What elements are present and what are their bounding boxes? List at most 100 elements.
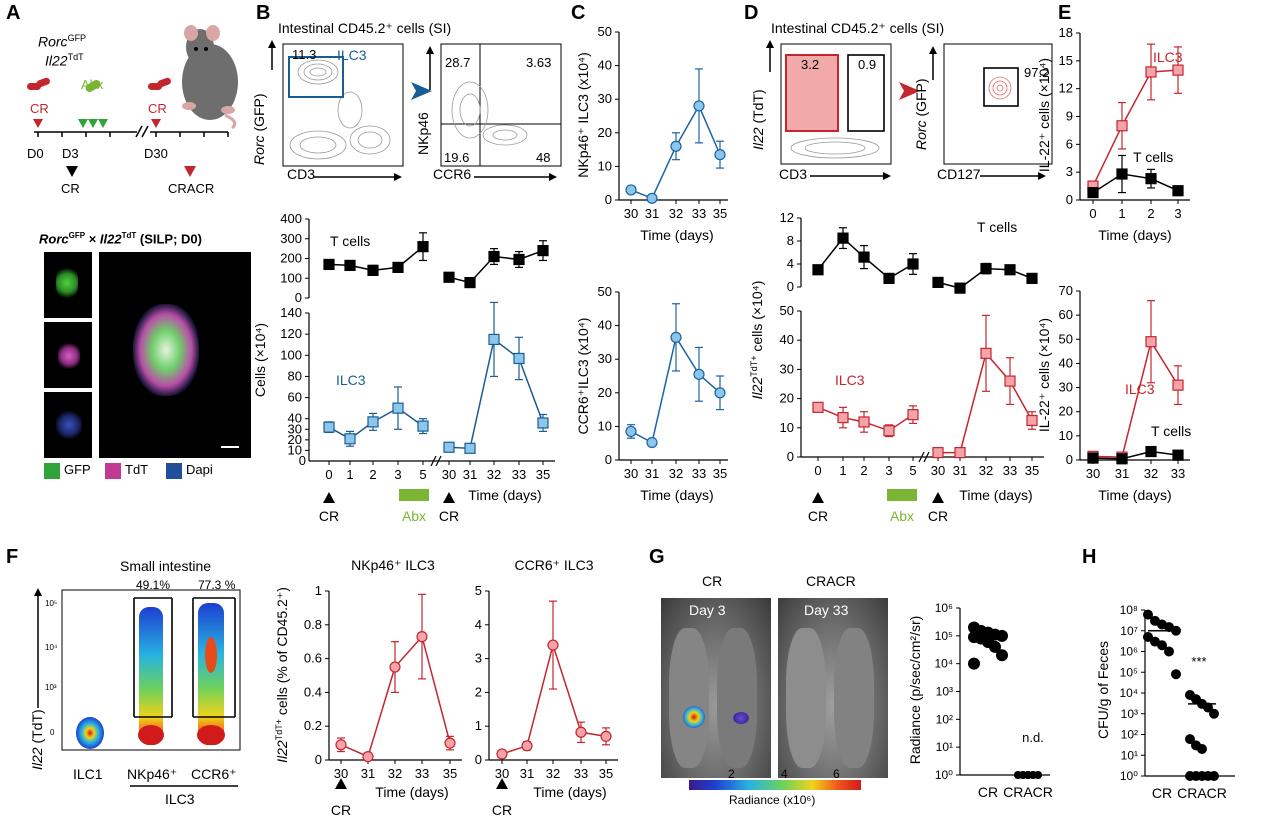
mouse-image-cr [661, 598, 771, 778]
panel-label-c: C [571, 2, 586, 24]
H_scatter-ytick-label-3: 10³ [1121, 707, 1138, 721]
D_bottom-ytick-label-0: 0 [787, 449, 794, 464]
F_ccr6-ytick-label-5: 5 [475, 583, 482, 598]
H_scatter-xcat-1: CRACR [1177, 785, 1227, 801]
E_bottom-ytick-label-0: 0 [1066, 452, 1073, 467]
D_top-ytick-label-12: 12 [780, 210, 794, 225]
D_bottom-xtick-label-2: 2 [860, 463, 867, 478]
E_bottom-ytick-label-10: 10 [1059, 428, 1073, 443]
d-ylabel: Il22TdT+ cells (×10⁴) [749, 281, 765, 400]
F_ccr6-point-0-1 [521, 740, 533, 752]
C_bottom-point-0-2 [670, 331, 682, 343]
panel-f-title: Small intestine [120, 558, 212, 574]
colorbar-tick-6: 6 [833, 767, 840, 781]
E_top-ytick-label-0: 0 [1066, 192, 1073, 207]
E_bottom-point-1-3 [1172, 449, 1184, 461]
B_top-point-0-6 [464, 276, 476, 289]
cracr-arrow-d30 [184, 166, 196, 177]
b-cr-arrow-2 [443, 492, 455, 503]
b-cr-label-2: CR [439, 508, 459, 524]
panel-b-flow-plots [268, 40, 562, 181]
abx-arrow-1 [78, 119, 88, 128]
genotype-il22: Il22TdT [45, 52, 84, 69]
flow-d2-xlabel: CD127 [937, 166, 981, 182]
F_ccr6-xtick-label-31: 31 [520, 766, 534, 781]
f-ytick-0: 0 [50, 728, 55, 737]
E_top-ytick-label-12: 12 [1059, 81, 1073, 96]
C_top-xtick-label-31: 31 [645, 206, 659, 221]
C_bottom-point-0-1 [646, 436, 658, 449]
d-cr-arrow-2 [932, 492, 944, 503]
F_ccr6-xtick-label-35: 35 [599, 766, 613, 781]
C_bottom-xtick-label-31: 31 [645, 466, 659, 481]
B_bottom-point-0-1 [344, 433, 356, 445]
F_nkp46-ytick-label-0.8: 0.8 [304, 617, 322, 632]
day-d0: D0 [27, 146, 44, 161]
C_top-xtick-label-30: 30 [624, 206, 638, 221]
flow-d1-g1: 3.2 [801, 57, 820, 72]
E_bottom-xtick-label-31: 31 [1115, 466, 1129, 481]
f-xcat-nkp46: NKp46⁺ [127, 766, 178, 782]
B_bottom-ytick-label-140: 140 [280, 305, 302, 320]
G_scatter-ytick-label-5: 10⁵ [935, 629, 953, 643]
flow-b2-q3: 19.6 [444, 150, 470, 165]
D_top-point-0-7 [980, 263, 992, 275]
E_top-xtick-label-3: 3 [1174, 206, 1181, 221]
F_nkp46-point-0-0 [335, 739, 347, 751]
E_top-ytick-label-18: 18 [1059, 25, 1073, 40]
E_top-series-1-line-0 [1092, 173, 1179, 194]
B_bottom-xtick-label-30: 30 [442, 467, 456, 482]
F_nkp46-xtick-label-33: 33 [415, 766, 429, 781]
c-top-ylabel: NKp46⁺ ILC3 (x10⁴) [575, 52, 591, 177]
F_nkp46-point-0-1 [362, 751, 374, 763]
H_scatter-point-0-0 [1143, 609, 1153, 620]
luminescence-spot-2 [733, 712, 749, 724]
B_bottom-ytick-label-120: 120 [280, 326, 302, 341]
f-cr-arrow-2 [496, 778, 508, 789]
D_bottom-xtick-label-30: 30 [931, 463, 945, 478]
D_bottom-point-0-4 [907, 409, 919, 421]
f-cr-label-2: CR [492, 802, 512, 818]
B_bottom-ytick-label-40: 40 [288, 411, 302, 426]
C_bottom-ytick-label-30: 30 [598, 351, 612, 366]
G_scatter-ytick-label-6: 10⁶ [935, 601, 953, 615]
luminescence-spot-1 [683, 706, 705, 728]
D_bottom-point-0-6 [954, 447, 966, 459]
d-cr-arrow-1 [812, 492, 824, 503]
b-ylabel: Cells (×10⁴) [252, 323, 268, 397]
c-bottom-ylabel: CCR6⁺ILC3 (x10⁴) [575, 318, 591, 435]
D_top-point-0-6 [954, 282, 966, 294]
D_bottom-xtick-label-31: 31 [953, 463, 967, 478]
D_bottom-ytick-label-40: 40 [780, 332, 794, 347]
g-nd-label: n.d. [1022, 730, 1044, 745]
H_scatter-ytick-label-7: 10⁷ [1120, 624, 1138, 638]
B_bottom-point-0-7 [488, 333, 500, 346]
B_bottom-axis-break-1 [430, 455, 437, 467]
F_nkp46-xtick-label-30: 30 [334, 766, 348, 781]
B_bottom-xtick-label-0: 0 [325, 467, 332, 482]
D_top-point-0-3 [883, 272, 895, 284]
d-abx-bar [887, 489, 917, 501]
D_bottom-point-0-2 [858, 416, 870, 428]
B_top-point-0-1 [344, 259, 356, 272]
panel-d-flow-plots [766, 40, 1053, 180]
b-cr-arrow-1 [323, 492, 335, 503]
F_nkp46-xtick-label-31: 31 [361, 766, 375, 781]
C_bottom-point-0-0 [625, 425, 637, 438]
G_scatter-point-0-8 [989, 640, 1001, 653]
F_ccr6-ytick-label-0: 0 [475, 752, 482, 767]
f-ytick-1e5: 10⁵ [45, 599, 58, 608]
D_bottom-point-0-8 [1004, 375, 1016, 387]
H_scatter-point-0-8 [1164, 646, 1174, 657]
D_top-ytick-label-4: 4 [787, 256, 794, 271]
scale-bar [221, 446, 239, 448]
E_bottom-ytick-label-40: 40 [1059, 355, 1073, 370]
F_nkp46-ytick-label-0.4: 0.4 [304, 684, 322, 699]
b-ytick-0: 0 [299, 453, 306, 468]
H_scatter-point-1-3 [1203, 702, 1213, 713]
B_top-ytick-label-400: 400 [280, 211, 302, 226]
D_bottom-xtick-label-35: 35 [1025, 463, 1039, 478]
C_bottom-xtick-label-35: 35 [713, 466, 727, 481]
E_top-xtick-label-2: 2 [1147, 206, 1154, 221]
F_ccr6-ytick-label-3: 3 [475, 651, 482, 666]
